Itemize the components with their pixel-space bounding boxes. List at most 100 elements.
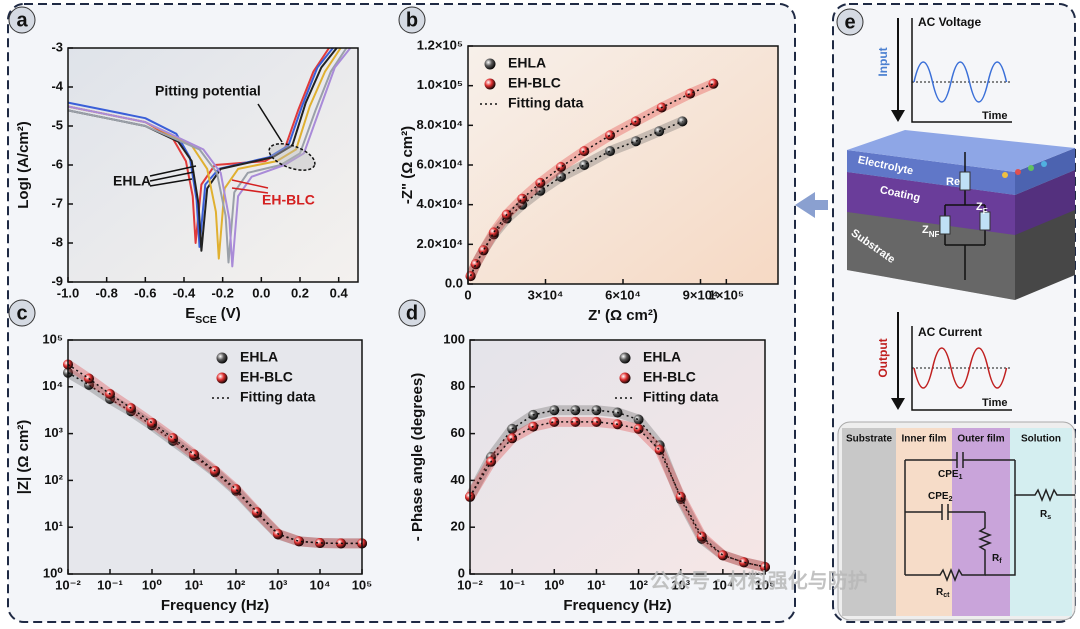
y-tick-label: -7 <box>51 195 63 210</box>
data-point <box>633 423 644 434</box>
series-line <box>67 47 348 264</box>
coating-face <box>847 172 1015 235</box>
data-point <box>293 536 304 547</box>
data-point <box>630 136 641 147</box>
data-point <box>738 557 749 568</box>
annotation: EHLA <box>113 173 151 189</box>
legend-marker <box>216 372 228 384</box>
y-tick-label: 1.2×10⁵ <box>417 37 463 52</box>
y-axis-label: LogI (A/cm²) <box>15 121 32 209</box>
x-tick-label: 0.2 <box>291 285 309 300</box>
element-label: CPE1 <box>938 469 963 482</box>
data-point <box>535 177 546 188</box>
plot-frame <box>67 339 363 575</box>
plot-title: AC Voltage <box>918 15 981 29</box>
legend-label: EH-BLC <box>240 369 293 385</box>
legend-label: EH-BLC <box>508 75 561 91</box>
output-label: Output <box>876 338 890 377</box>
y-tick-label: 10³ <box>44 425 63 440</box>
x-tick-label: 0.0 <box>252 285 270 300</box>
y-tick-label: -9 <box>51 273 63 288</box>
label-part: NF <box>929 230 940 239</box>
x-tick-label: 10⁻¹ <box>499 577 525 592</box>
substrate-shade <box>847 212 1015 300</box>
x-axis-label: ESCE (V) <box>185 305 241 326</box>
letter-badge <box>836 8 864 36</box>
chart: -9 -8 -7 -6 -5 -4 -3 -1.0 -0.8 -0.6 -0.4 -0.2 0.0 0.2… <box>15 39 359 326</box>
plot-frame <box>67 47 359 283</box>
panel-label: d <box>406 302 418 324</box>
pitting-ellipse <box>268 143 316 171</box>
x-tick-label: -0.2 <box>211 285 233 300</box>
y-tick-label: -8 <box>51 234 63 249</box>
legend-label: EHLA <box>643 349 681 365</box>
data-point <box>675 491 686 502</box>
data-point <box>488 227 499 238</box>
data-point <box>507 433 518 444</box>
ion <box>1015 169 1021 175</box>
x-axis-label: Frequency (Hz) <box>161 597 269 614</box>
data-point <box>231 484 241 495</box>
y-tick-label: 10⁵ <box>42 331 63 346</box>
legend-marker <box>484 58 496 70</box>
y-tick-label: -5 <box>51 117 63 132</box>
data-point <box>549 416 560 427</box>
plot-background <box>68 340 362 574</box>
y-axis-label: -Z" (Ω cm²) <box>399 126 416 204</box>
axes <box>911 326 1012 411</box>
label-part: ct <box>943 592 950 599</box>
data-point <box>685 88 696 99</box>
data-point <box>570 416 581 427</box>
legend-label: Fitting data <box>240 389 316 405</box>
y-tick-label: 1.0×10⁵ <box>417 77 463 92</box>
x-axis-label: Z' (Ω cm²) <box>588 307 658 324</box>
y-tick-label: 2.0×10⁴ <box>416 236 463 251</box>
cpe2 <box>905 504 985 520</box>
y-tick-label: -6 <box>51 156 63 171</box>
ion <box>1041 161 1047 167</box>
x-tick-label: 10⁻¹ <box>97 577 123 592</box>
letter-badge <box>8 299 36 327</box>
data-point <box>677 116 688 127</box>
panel-letters: a b c d e <box>8 6 864 327</box>
x-tick-label: 3×10⁴ <box>528 287 564 302</box>
region-label: Substrate <box>846 434 893 445</box>
resistor <box>959 171 971 191</box>
label-part: R <box>1040 509 1048 520</box>
plots: -9 -8 -7 -6 -5 -4 -3 -1.0 -0.8 -0.6 -0.4 -0.2 0.0 0.2… <box>15 37 779 614</box>
electrolyte-face <box>847 150 1015 195</box>
label-part: CPE <box>928 491 949 502</box>
x-tick-label: -0.8 <box>95 285 117 300</box>
data-point <box>579 160 590 170</box>
data-point <box>556 161 566 172</box>
y-tick-label: 80 <box>451 378 465 393</box>
element-label: ZNF <box>922 224 940 239</box>
data-point <box>517 193 528 204</box>
x-axis-label: Frequency (Hz) <box>563 597 671 614</box>
y-tick-label: 10⁴ <box>42 378 63 393</box>
fit-line <box>469 83 714 277</box>
arrow <box>231 187 269 194</box>
current-wave <box>913 347 1008 389</box>
letter-badge <box>398 6 426 34</box>
legend-label: EHLA <box>240 349 278 365</box>
arrow <box>149 165 197 177</box>
y-axis-label: - Phase angle (degrees) <box>409 373 426 541</box>
arrow <box>149 171 195 182</box>
data-point <box>167 433 178 444</box>
element-label: Rct <box>936 587 950 600</box>
x-tick-label: 10¹ <box>185 577 204 592</box>
y-axis-label: |Z| (Ω cm²) <box>15 420 32 495</box>
electrolyte-top <box>847 130 1075 172</box>
legend-label: Fitting data <box>643 389 719 405</box>
x-axis-label-part: (V) <box>221 305 241 322</box>
data-point <box>570 405 581 416</box>
x-tick-label: 0 <box>464 287 471 302</box>
plot-background <box>470 340 765 574</box>
y-tick-label: 10¹ <box>44 519 63 534</box>
x-tick-label: 10⁻² <box>457 577 483 592</box>
y-tick-label: 8.0×10⁴ <box>416 117 463 132</box>
x-tick-label: 10² <box>227 577 246 592</box>
